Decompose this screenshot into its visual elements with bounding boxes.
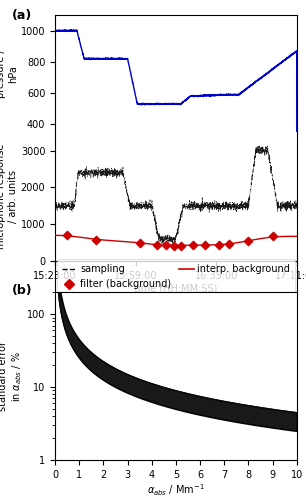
Y-axis label: microphone response
/ arb. units: microphone response / arb. units xyxy=(0,144,18,249)
Point xyxy=(217,241,222,249)
Point xyxy=(164,241,169,249)
Y-axis label: pressure /
hPa: pressure / hPa xyxy=(0,50,18,98)
Point xyxy=(137,238,142,246)
Y-axis label: standard error
in $\alpha_{abs}$ / %: standard error in $\alpha_{abs}$ / % xyxy=(0,341,24,411)
Point xyxy=(270,232,275,240)
Point xyxy=(227,240,232,248)
Point xyxy=(94,236,99,244)
Point xyxy=(171,242,176,250)
Point xyxy=(246,236,251,244)
Point xyxy=(203,241,207,249)
Text: (a): (a) xyxy=(12,9,32,22)
Legend: sampling, filter (background), interp. background: sampling, filter (background), interp. b… xyxy=(57,260,295,294)
Point xyxy=(190,241,195,249)
Point xyxy=(178,242,183,250)
Point xyxy=(154,241,159,249)
X-axis label: $\alpha_{abs}$ / Mm$^{-1}$: $\alpha_{abs}$ / Mm$^{-1}$ xyxy=(147,482,205,498)
Point xyxy=(65,231,70,239)
Text: (b): (b) xyxy=(12,284,32,297)
X-axis label: time (HH:MM:SS): time (HH:MM:SS) xyxy=(134,284,218,294)
